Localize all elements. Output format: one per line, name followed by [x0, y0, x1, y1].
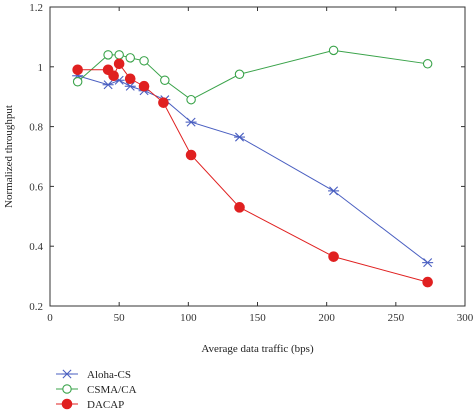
data-point — [160, 75, 170, 86]
data-point — [422, 258, 434, 268]
data-point — [328, 186, 340, 196]
data-point — [72, 77, 83, 87]
plot-border — [49, 6, 466, 307]
x-tick-label: 250 — [388, 312, 405, 324]
series-aloha-cs — [72, 71, 434, 268]
y-tick-label: 0.6 — [29, 181, 43, 193]
legend: Aloha-CS CSMA/CA DACAP — [56, 369, 137, 411]
data-point — [422, 276, 433, 288]
legend-swatch-marker — [61, 369, 73, 379]
data-point — [234, 202, 245, 213]
x-tick-label: 100 — [180, 312, 197, 324]
data-point — [124, 81, 136, 91]
data-point — [108, 70, 119, 82]
axis-ticks: 0 50 100 150 200 250 300 0.2 0.4 0.6 0.8 1 1.2 — [29, 2, 474, 324]
y-tick-label: 0.2 — [29, 301, 43, 313]
series-lines — [72, 45, 434, 288]
x-tick-label: 300 — [457, 312, 474, 324]
series-dacap — [72, 58, 433, 288]
legend-item: CSMA/CA — [56, 384, 137, 396]
data-point — [138, 80, 150, 92]
data-point — [103, 50, 113, 60]
data-point — [139, 56, 149, 66]
data-point — [72, 64, 83, 76]
x-axis-label: Average data traffic (bps) — [201, 343, 314, 355]
series-line — [77, 49, 428, 101]
data-point — [185, 117, 197, 127]
y-tick-label: 1 — [38, 62, 44, 74]
x-tick-label: 150 — [249, 312, 266, 324]
x-tick-label: 200 — [318, 312, 335, 324]
data-point — [234, 132, 246, 142]
legend-label: CSMA/CA — [87, 384, 137, 396]
y-tick-label: 1.2 — [29, 2, 43, 14]
data-point — [328, 45, 339, 56]
data-point — [422, 59, 433, 69]
data-point — [158, 97, 169, 108]
y-tick-label: 0.8 — [29, 122, 43, 134]
data-point — [185, 149, 197, 161]
data-point — [114, 50, 124, 60]
x-tick-label: 50 — [114, 312, 126, 324]
data-point — [125, 53, 135, 63]
legend-swatch-marker — [62, 384, 72, 394]
legend-item: DACAP — [56, 398, 124, 411]
legend-item: Aloha-CS — [56, 369, 131, 381]
legend-swatch-marker — [61, 398, 73, 410]
plot-frame — [49, 6, 466, 307]
data-point — [113, 58, 125, 70]
x-tick-label: 0 — [47, 312, 53, 324]
y-axis-label: Normalized throughput — [3, 105, 15, 208]
series-line — [77, 75, 428, 264]
legend-label: DACAP — [87, 399, 124, 411]
y-tick-label: 0.4 — [29, 241, 43, 253]
data-point — [186, 94, 196, 105]
data-point — [234, 69, 245, 80]
series-csma-ca — [72, 45, 433, 105]
legend-label: Aloha-CS — [87, 369, 131, 381]
data-point — [328, 251, 339, 262]
data-point — [124, 73, 136, 85]
series-line — [77, 62, 428, 283]
data-point — [102, 80, 114, 90]
